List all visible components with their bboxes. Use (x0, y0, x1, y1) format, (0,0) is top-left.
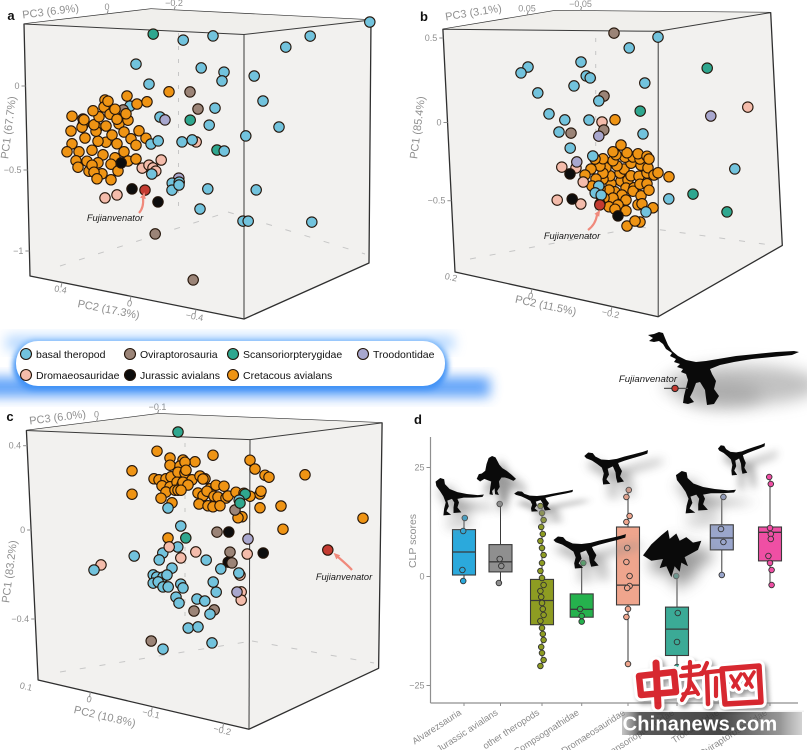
svg-text:Scansoriorpterygidae: Scansoriorpterygidae (243, 349, 342, 361)
svg-text:0: 0 (436, 118, 441, 128)
svg-text:0: 0 (94, 410, 99, 420)
svg-text:0: 0 (104, 2, 109, 12)
svg-text:Oviraptorosauria: Oviraptorosauria (140, 349, 218, 361)
svg-text:Dromaeosauridae: Dromaeosauridae (36, 370, 120, 382)
svg-text:−0.5: −0.5 (428, 196, 446, 206)
svg-text:0.1: 0.1 (19, 680, 33, 693)
svg-text:a: a (7, 8, 15, 23)
svg-text:0.2: 0.2 (444, 271, 458, 283)
svg-text:0: 0 (20, 525, 25, 535)
svg-text:−0.5: −0.5 (4, 165, 22, 175)
svg-text:PC1 (67.7%): PC1 (67.7%) (0, 96, 19, 160)
svg-text:Cretacous avialans: Cretacous avialans (243, 370, 332, 382)
svg-text:0.5: 0.5 (425, 33, 438, 43)
svg-text:0: 0 (126, 298, 133, 309)
svg-text:0.05: 0.05 (518, 3, 536, 13)
svg-text:PC1 (83.2%): PC1 (83.2%) (0, 540, 20, 604)
svg-text:0: 0 (527, 291, 534, 302)
svg-text:−25: −25 (409, 681, 424, 691)
svg-text:Chinanews.com: Chinanews.com (623, 714, 778, 736)
svg-text:−0.2: −0.2 (165, 0, 183, 8)
svg-text:−0.2: −0.2 (212, 724, 232, 738)
svg-text:d: d (414, 412, 422, 427)
svg-text:Fujianvenator: Fujianvenator (87, 213, 144, 223)
svg-text:−0.1: −0.1 (149, 402, 167, 412)
svg-text:0.4: 0.4 (9, 441, 22, 451)
svg-text:PC1 (85.4%): PC1 (85.4%) (408, 96, 428, 160)
svg-text:0: 0 (86, 694, 93, 705)
svg-text:−1: −1 (13, 246, 23, 256)
svg-text:basal theropod: basal theropod (36, 349, 106, 361)
svg-text:PC2 (10.8%): PC2 (10.8%) (73, 704, 137, 730)
svg-text:−0.4: −0.4 (185, 310, 204, 323)
svg-text:Fujianvenator: Fujianvenator (619, 374, 678, 385)
svg-text:25: 25 (414, 463, 424, 473)
svg-text:c: c (6, 409, 13, 424)
svg-text:−0.4: −0.4 (11, 614, 29, 624)
svg-text:0.4: 0.4 (53, 283, 67, 295)
svg-text:0: 0 (14, 81, 19, 91)
svg-text:Jurassic avialans: Jurassic avialans (140, 370, 220, 382)
svg-text:−0.05: −0.05 (569, 0, 592, 9)
svg-text:−0.2: −0.2 (601, 307, 620, 320)
svg-text:−0.1: −0.1 (141, 707, 161, 721)
svg-text:b: b (420, 9, 428, 24)
svg-text:Troodontidae: Troodontidae (373, 349, 435, 361)
svg-text:Fujianvenator: Fujianvenator (544, 231, 601, 241)
svg-text:0: 0 (419, 572, 424, 582)
svg-text:CLP scores: CLP scores (407, 514, 419, 568)
svg-text:Fujianvenator: Fujianvenator (316, 572, 373, 582)
